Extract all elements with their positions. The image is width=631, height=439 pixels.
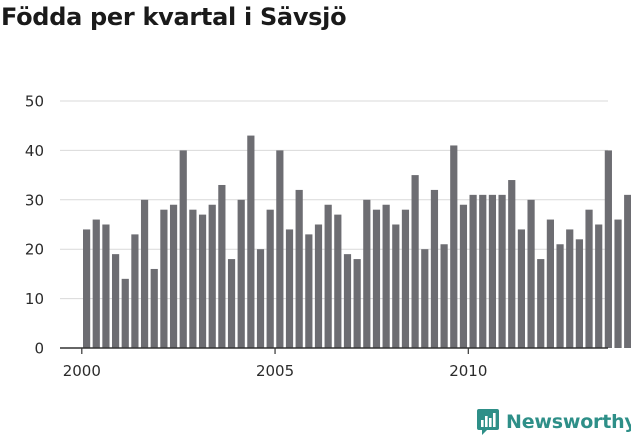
bar [169, 204, 178, 348]
bar [546, 219, 554, 348]
bar [256, 249, 265, 348]
bar [111, 254, 120, 348]
bars [83, 135, 631, 348]
bar [411, 175, 419, 348]
bar [140, 199, 149, 348]
bar [421, 249, 429, 348]
bar [556, 244, 564, 348]
bar [469, 194, 477, 348]
y-axis-tick-labels: 0 10 20 30 40 50 [25, 93, 44, 358]
bar [237, 199, 245, 348]
bar [266, 209, 274, 348]
x-tick-label: 2010 [449, 362, 487, 380]
y-tick-label: 30 [25, 191, 44, 209]
y-tick-label: 0 [34, 340, 44, 358]
bar [430, 189, 439, 348]
bar [459, 204, 468, 348]
bar [92, 219, 100, 348]
bar [614, 219, 622, 348]
y-tick-label: 40 [25, 142, 44, 160]
bar [488, 194, 497, 348]
newsworthy-brand: Newsworthy [476, 408, 631, 436]
bar [198, 214, 207, 348]
bar [227, 259, 236, 348]
newsworthy-logo-icon [477, 409, 499, 435]
bar [537, 259, 545, 348]
bar [334, 214, 342, 348]
bar [324, 204, 332, 348]
x-axis: 200020052010201520202025 [60, 347, 608, 380]
bar [285, 229, 294, 348]
bar [363, 199, 371, 348]
bar [604, 150, 612, 348]
bar [498, 194, 506, 348]
bar [392, 224, 400, 348]
bar [131, 234, 139, 348]
y-tick-label: 10 [25, 290, 44, 308]
bar [440, 244, 448, 348]
bar [595, 224, 603, 348]
chart-title: Födda per kvartal i Sävsjö [1, 3, 347, 31]
bar [314, 224, 323, 348]
x-tick-label: 2005 [256, 362, 294, 380]
bar [121, 278, 129, 348]
bar [450, 145, 458, 348]
bar [401, 209, 410, 348]
bar [624, 194, 631, 348]
bar [218, 184, 226, 348]
bar [83, 229, 91, 348]
bar [305, 234, 313, 348]
x-tick-label: 2000 [63, 362, 101, 380]
bar [575, 239, 583, 348]
bar [479, 194, 487, 348]
y-tick-label: 20 [25, 241, 44, 259]
bar [517, 229, 526, 348]
bar [566, 229, 574, 348]
brand-name: Newsworthy [506, 411, 631, 433]
bar [372, 209, 381, 348]
bar [160, 209, 168, 348]
bar [189, 209, 197, 348]
bar [508, 180, 516, 348]
bar [102, 224, 110, 348]
bar [247, 135, 255, 348]
bar [527, 199, 535, 348]
bar [150, 268, 158, 348]
bar [208, 204, 216, 348]
bar [179, 150, 187, 348]
bar [585, 209, 593, 348]
bar [382, 204, 390, 348]
bar [276, 150, 284, 348]
bar [343, 254, 352, 348]
bar [353, 259, 361, 348]
y-tick-label: 50 [25, 93, 44, 111]
bar [295, 189, 303, 348]
